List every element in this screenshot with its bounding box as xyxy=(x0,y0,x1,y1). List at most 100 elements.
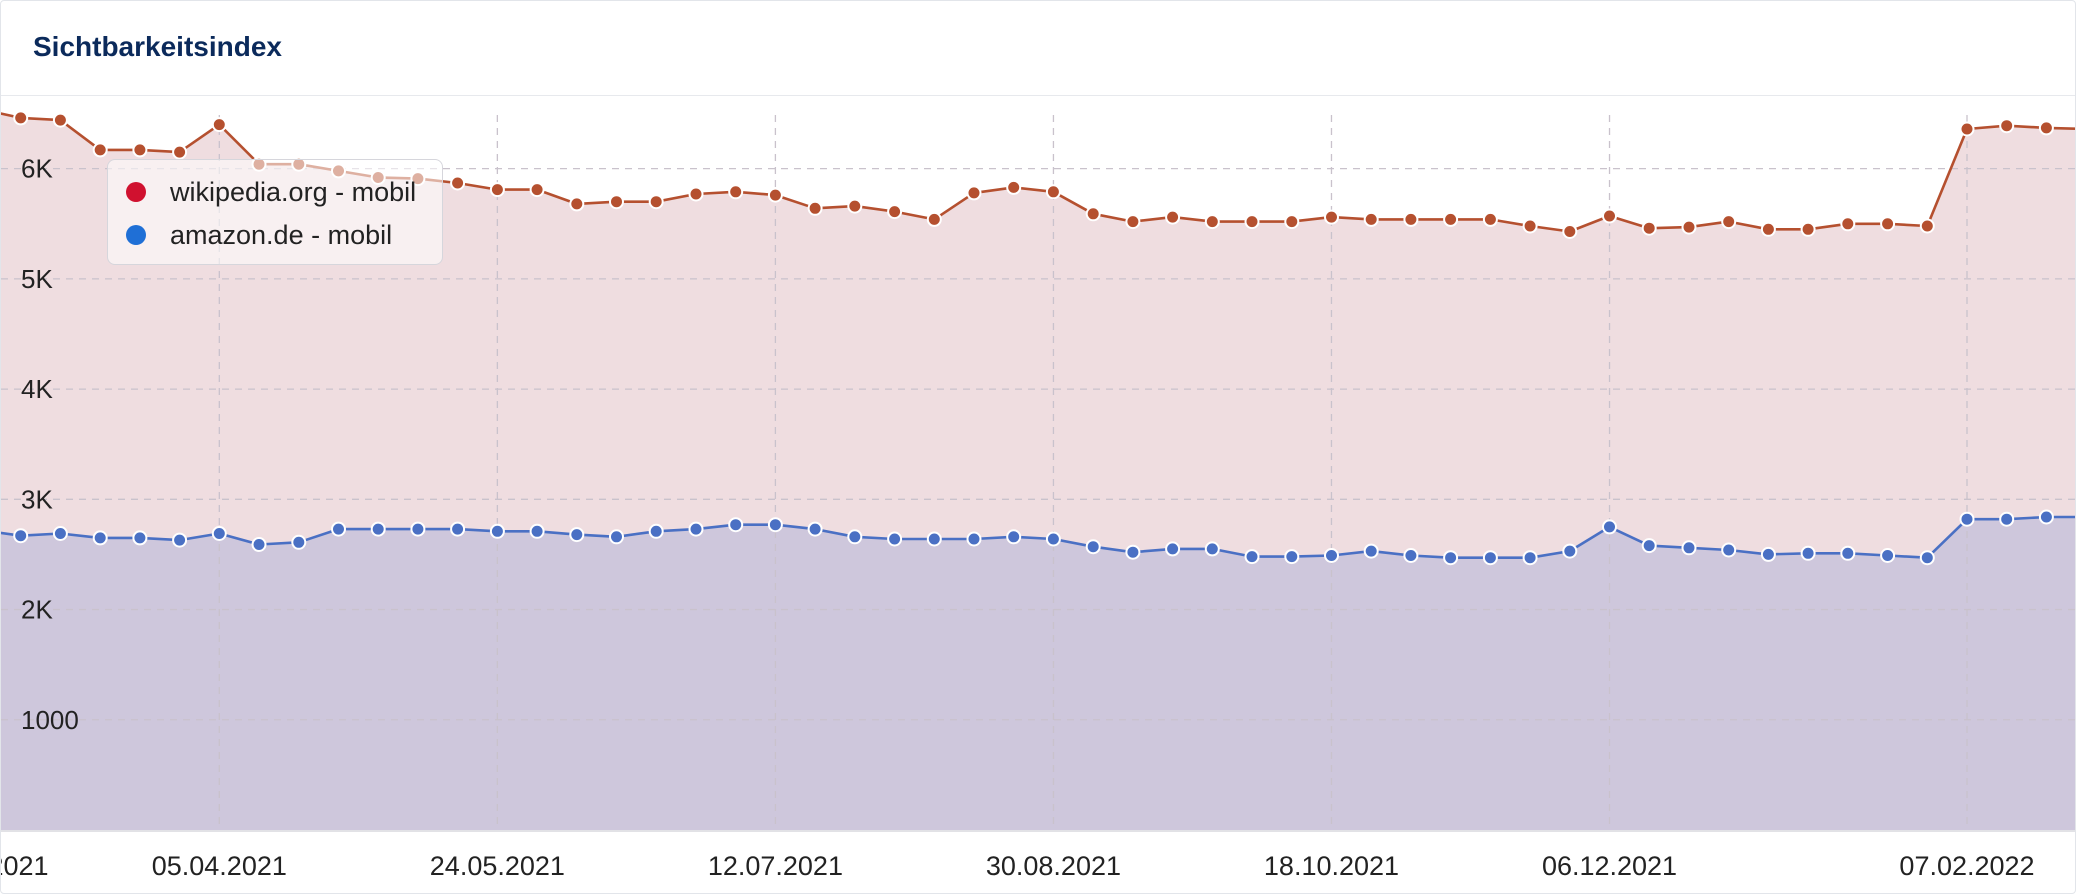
legend-item-wikipedia[interactable]: wikipedia.org - mobil xyxy=(126,177,416,207)
data-point-wikipedia[interactable] xyxy=(1999,118,2015,134)
data-point-wikipedia[interactable] xyxy=(926,211,942,227)
data-point-amazon[interactable] xyxy=(1522,550,1538,566)
data-point-amazon[interactable] xyxy=(132,530,148,546)
data-point-wikipedia[interactable] xyxy=(1125,214,1141,230)
data-point-amazon[interactable] xyxy=(1999,511,2015,527)
data-point-wikipedia[interactable] xyxy=(1959,121,1975,137)
data-point-amazon[interactable] xyxy=(728,517,744,533)
data-point-wikipedia[interactable] xyxy=(1800,221,1816,237)
data-point-amazon[interactable] xyxy=(767,517,783,533)
data-point-wikipedia[interactable] xyxy=(767,187,783,203)
data-point-amazon[interactable] xyxy=(1641,538,1657,554)
data-point-amazon[interactable] xyxy=(807,521,823,537)
data-point-amazon[interactable] xyxy=(1244,549,1260,565)
data-point-wikipedia[interactable] xyxy=(1045,184,1061,200)
data-point-wikipedia[interactable] xyxy=(807,200,823,216)
data-point-amazon[interactable] xyxy=(1562,543,1578,559)
data-point-wikipedia[interactable] xyxy=(1324,209,1339,225)
data-point-wikipedia[interactable] xyxy=(569,196,585,212)
data-point-wikipedia[interactable] xyxy=(1244,214,1260,230)
data-point-amazon[interactable] xyxy=(410,521,426,537)
data-point-amazon[interactable] xyxy=(1919,550,1935,566)
data-point-amazon[interactable] xyxy=(1125,544,1141,560)
data-point-amazon[interactable] xyxy=(1959,511,1975,527)
data-point-wikipedia[interactable] xyxy=(1363,211,1379,227)
data-point-amazon[interactable] xyxy=(13,528,29,544)
data-point-wikipedia[interactable] xyxy=(1840,216,1856,232)
legend-item-amazon[interactable]: amazon.de - mobil xyxy=(126,220,392,250)
data-point-wikipedia[interactable] xyxy=(489,182,505,198)
data-point-wikipedia[interactable] xyxy=(450,175,466,191)
data-point-wikipedia[interactable] xyxy=(1641,220,1657,236)
data-point-amazon[interactable] xyxy=(1165,541,1181,557)
data-point-wikipedia[interactable] xyxy=(172,144,188,160)
data-point-amazon[interactable] xyxy=(529,523,545,539)
data-point-wikipedia[interactable] xyxy=(1403,211,1419,227)
data-point-amazon[interactable] xyxy=(2038,509,2054,525)
data-point-wikipedia[interactable] xyxy=(648,194,664,210)
data-point-amazon[interactable] xyxy=(489,523,505,539)
data-point-amazon[interactable] xyxy=(926,531,942,547)
data-point-amazon[interactable] xyxy=(1085,539,1101,555)
data-point-amazon[interactable] xyxy=(1324,548,1339,563)
data-points[interactable] xyxy=(1,103,2076,566)
data-point-amazon[interactable] xyxy=(1363,543,1379,559)
data-point-wikipedia[interactable] xyxy=(529,182,545,198)
data-point-wikipedia[interactable] xyxy=(2038,120,2054,136)
data-point-amazon[interactable] xyxy=(92,530,108,546)
data-point-wikipedia[interactable] xyxy=(1284,214,1300,230)
data-point-amazon[interactable] xyxy=(1681,540,1697,556)
data-point-amazon[interactable] xyxy=(1204,541,1220,557)
data-point-amazon[interactable] xyxy=(251,537,267,552)
data-point-wikipedia[interactable] xyxy=(609,194,624,210)
data-point-wikipedia[interactable] xyxy=(1085,206,1101,222)
data-point-amazon[interactable] xyxy=(1045,531,1061,547)
data-point-amazon[interactable] xyxy=(609,529,624,545)
data-point-amazon[interactable] xyxy=(966,531,982,547)
data-point-wikipedia[interactable] xyxy=(13,110,29,126)
data-point-amazon[interactable] xyxy=(370,521,386,537)
data-point-amazon[interactable] xyxy=(211,526,227,541)
data-point-amazon[interactable] xyxy=(648,523,664,539)
data-point-amazon[interactable] xyxy=(172,532,188,548)
data-point-wikipedia[interactable] xyxy=(1602,208,1617,224)
data-point-amazon[interactable] xyxy=(1800,545,1816,561)
data-point-amazon[interactable] xyxy=(1721,542,1737,558)
data-point-wikipedia[interactable] xyxy=(1562,224,1578,239)
data-point-wikipedia[interactable] xyxy=(1880,216,1896,232)
data-point-wikipedia[interactable] xyxy=(1443,211,1459,227)
data-point-wikipedia[interactable] xyxy=(728,184,744,200)
data-point-wikipedia[interactable] xyxy=(132,142,148,158)
data-point-amazon[interactable] xyxy=(52,526,68,541)
data-point-amazon[interactable] xyxy=(331,521,346,537)
data-point-amazon[interactable] xyxy=(1006,529,1022,545)
data-point-amazon[interactable] xyxy=(1840,545,1856,561)
data-point-wikipedia[interactable] xyxy=(92,142,108,158)
data-point-wikipedia[interactable] xyxy=(1681,219,1697,235)
data-point-wikipedia[interactable] xyxy=(1204,214,1220,230)
data-point-amazon[interactable] xyxy=(1403,548,1419,563)
data-point-amazon[interactable] xyxy=(1284,549,1300,565)
data-point-wikipedia[interactable] xyxy=(847,198,863,214)
data-point-amazon[interactable] xyxy=(1482,550,1498,566)
data-point-wikipedia[interactable] xyxy=(211,117,227,133)
data-point-amazon[interactable] xyxy=(1602,519,1617,535)
data-point-wikipedia[interactable] xyxy=(1760,221,1776,237)
data-point-wikipedia[interactable] xyxy=(1522,218,1538,234)
data-point-amazon[interactable] xyxy=(291,534,307,550)
data-point-amazon[interactable] xyxy=(569,527,585,543)
data-point-wikipedia[interactable] xyxy=(966,185,982,201)
data-point-wikipedia[interactable] xyxy=(1482,211,1498,227)
data-point-wikipedia[interactable] xyxy=(1721,214,1737,230)
data-point-amazon[interactable] xyxy=(1443,550,1459,566)
data-point-amazon[interactable] xyxy=(847,529,863,545)
data-point-wikipedia[interactable] xyxy=(1006,179,1022,195)
data-point-amazon[interactable] xyxy=(688,521,704,537)
data-point-amazon[interactable] xyxy=(450,521,466,537)
data-point-wikipedia[interactable] xyxy=(52,112,68,128)
data-point-wikipedia[interactable] xyxy=(1165,209,1181,225)
data-point-amazon[interactable] xyxy=(887,531,903,547)
data-point-amazon[interactable] xyxy=(1760,546,1776,562)
data-point-wikipedia[interactable] xyxy=(1919,218,1935,234)
data-point-wikipedia[interactable] xyxy=(887,204,903,220)
